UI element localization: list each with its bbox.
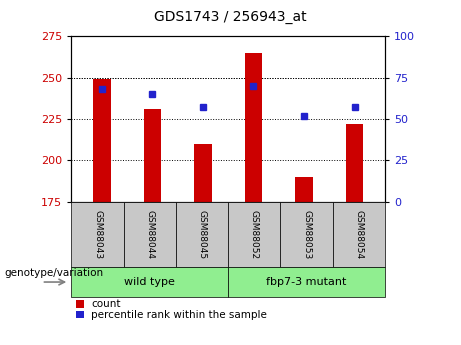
Text: GDS1743 / 256943_at: GDS1743 / 256943_at — [154, 10, 307, 24]
Bar — [346, 124, 363, 202]
Text: GSM88054: GSM88054 — [355, 210, 363, 259]
Bar — [194, 144, 212, 202]
Bar — [245, 53, 262, 202]
Text: count: count — [91, 299, 121, 309]
Text: GSM88043: GSM88043 — [93, 210, 102, 259]
Bar — [295, 177, 313, 202]
Bar — [143, 109, 161, 202]
Bar — [93, 79, 111, 202]
Text: fbp7-3 mutant: fbp7-3 mutant — [266, 277, 347, 287]
Text: percentile rank within the sample: percentile rank within the sample — [91, 309, 267, 319]
Text: GSM88052: GSM88052 — [250, 210, 259, 259]
Text: GSM88045: GSM88045 — [198, 210, 207, 259]
Text: GSM88053: GSM88053 — [302, 210, 311, 259]
Text: wild type: wild type — [124, 277, 175, 287]
Text: genotype/variation: genotype/variation — [5, 268, 104, 278]
Text: GSM88044: GSM88044 — [145, 210, 154, 259]
